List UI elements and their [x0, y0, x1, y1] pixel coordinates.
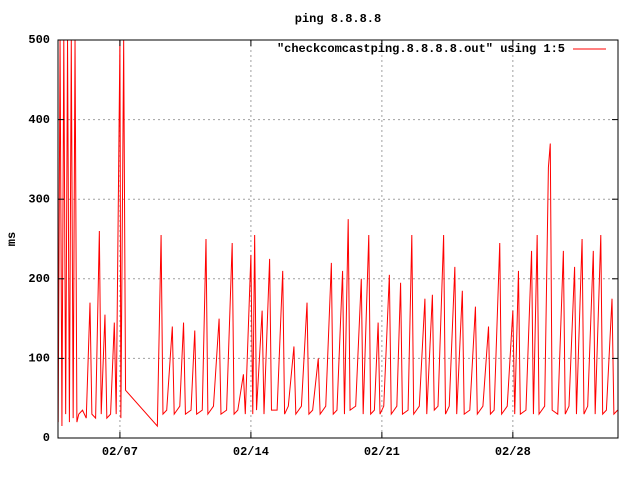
y-tick-label: 0 [43, 431, 50, 445]
ticks: 0 100 200 300 400 500 02/07 02/14 02/21 02/28 [28, 33, 618, 459]
x-tick-label: 02/28 [495, 445, 531, 459]
y-tick-label: 200 [28, 272, 50, 286]
chart-title: ping 8.8.8.8 [295, 12, 381, 26]
x-tick-label: 02/21 [364, 445, 400, 459]
legend: "checkcomcastping.8.8.8.8.out" using 1:5 [277, 42, 606, 56]
y-tick-label: 100 [28, 352, 50, 366]
plot-frame [57, 39, 619, 439]
plot-area [58, 40, 618, 428]
y-axis-label: ms [5, 232, 19, 246]
y-tick-label: 300 [28, 192, 50, 206]
x-tick-label: 02/07 [102, 445, 138, 459]
x-tick-label: 02/14 [233, 445, 269, 459]
y-tick-label: 500 [28, 33, 50, 47]
y-tick-label: 400 [28, 113, 50, 127]
legend-label: "checkcomcastping.8.8.8.8.out" using 1:5 [277, 42, 565, 56]
data-line [58, 40, 618, 428]
